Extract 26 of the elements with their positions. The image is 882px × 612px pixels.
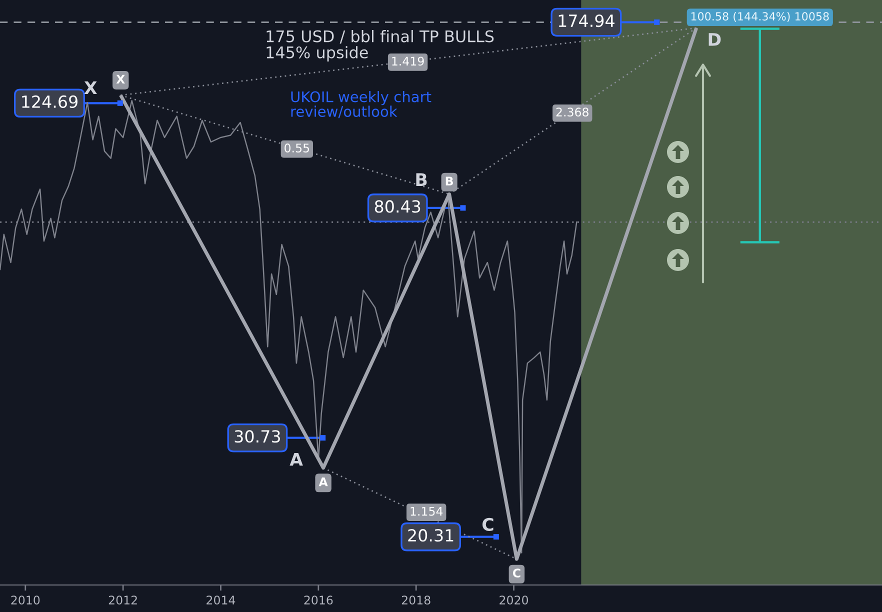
annotation: B <box>446 176 453 186</box>
annotation: 2.368 <box>556 108 588 117</box>
data-label: 20.31 <box>408 529 454 542</box>
annotation: A <box>318 478 328 486</box>
annotation: C <box>482 518 494 532</box>
data-label: 174.94 <box>558 14 614 28</box>
x-tick-label: 2014 <box>206 596 236 605</box>
x-tick-label: 2020 <box>500 596 528 605</box>
annotation: A <box>290 453 303 466</box>
annotation: C <box>512 568 520 578</box>
data-label: 30.73 <box>234 430 280 443</box>
annotation: X <box>84 81 97 94</box>
data-label: 80.43 <box>374 200 420 213</box>
x-tick-label: 2018 <box>402 596 430 605</box>
annotation: X <box>116 74 125 84</box>
annotation: 100.58 (144.34%) 10058 <box>691 12 829 22</box>
annotation: 1.419 <box>392 56 424 66</box>
annotation: D <box>708 33 721 46</box>
annotation: 0.55 <box>284 144 310 152</box>
annotation: UKOIL weekly chart review/outlook <box>291 91 432 118</box>
x-tick-label: 2010 <box>11 596 40 605</box>
annotation: 1.154 <box>410 506 443 516</box>
x-tick-label: 2016 <box>304 596 333 605</box>
annotation: B <box>416 173 427 186</box>
data-label: 124.69 <box>22 95 78 108</box>
x-tick-label: 2012 <box>108 596 137 605</box>
